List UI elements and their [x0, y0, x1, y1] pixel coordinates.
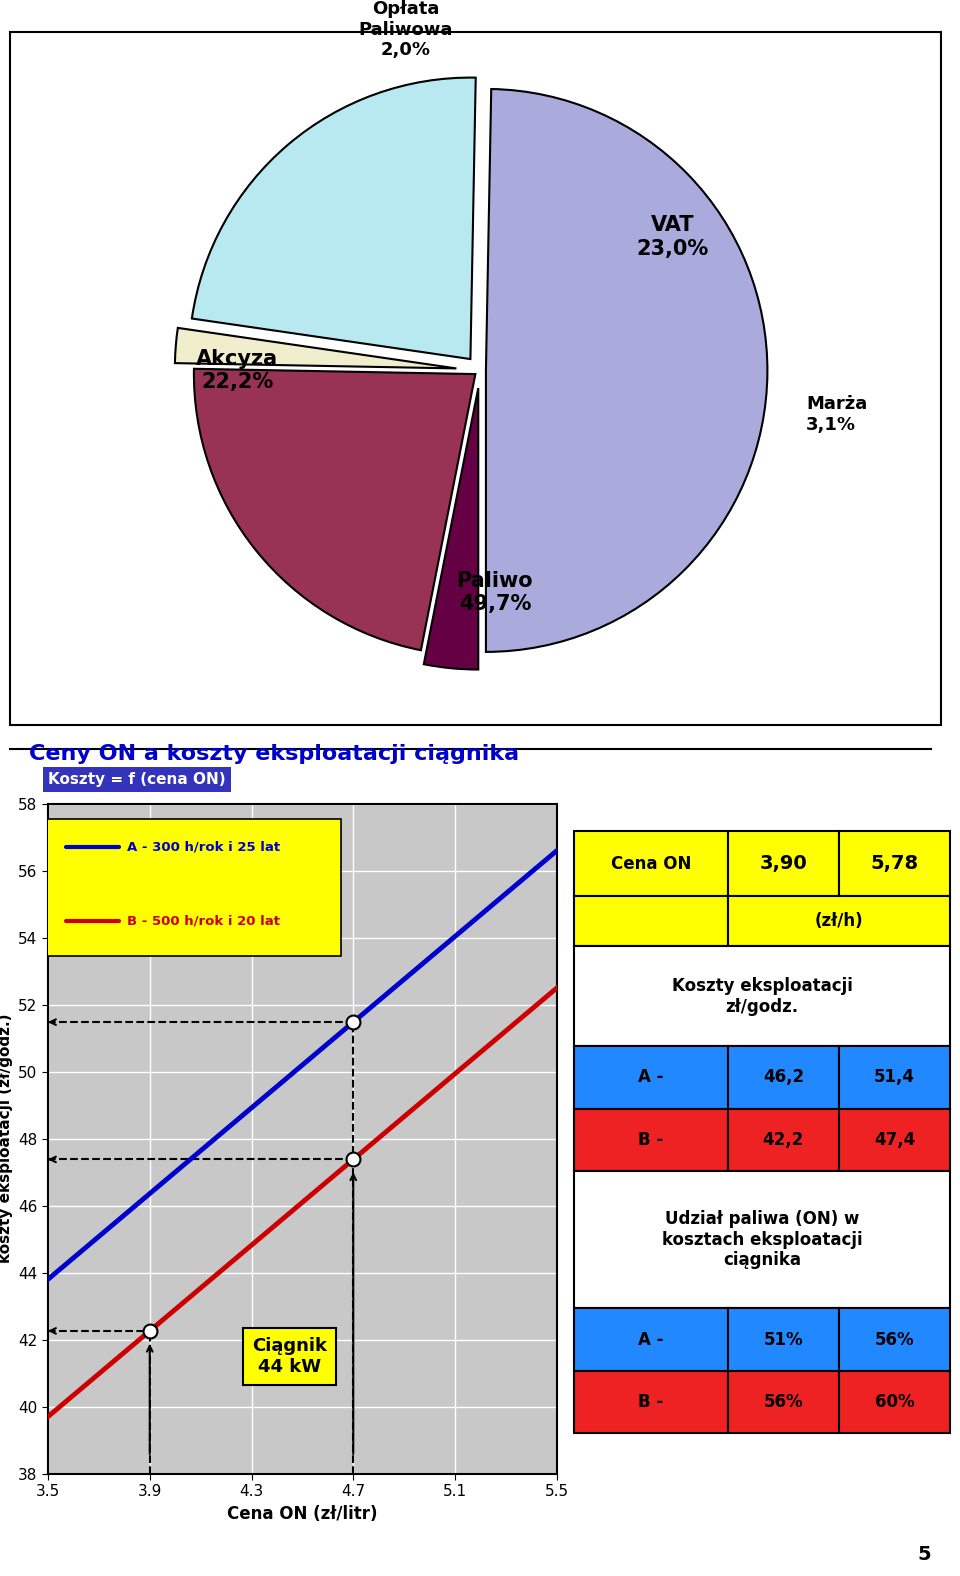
Text: Paliwo
49,7%: Paliwo 49,7%: [457, 571, 533, 615]
Text: Ciągnik
44 kW: Ciągnik 44 kW: [252, 1336, 327, 1376]
Text: 56%: 56%: [763, 1393, 804, 1411]
FancyBboxPatch shape: [574, 1046, 728, 1108]
Text: Koszty = f (cena ON): Koszty = f (cena ON): [48, 772, 226, 786]
FancyBboxPatch shape: [574, 1171, 950, 1308]
FancyBboxPatch shape: [728, 897, 950, 946]
FancyBboxPatch shape: [839, 1371, 950, 1433]
Wedge shape: [175, 328, 456, 369]
FancyBboxPatch shape: [839, 1046, 950, 1108]
Wedge shape: [486, 88, 767, 652]
Text: 56%: 56%: [875, 1330, 915, 1349]
Text: 3,90: 3,90: [759, 854, 807, 873]
Text: A - 300 h/rok i 25 lat: A - 300 h/rok i 25 lat: [127, 842, 280, 854]
Text: A -: A -: [638, 1330, 663, 1349]
FancyBboxPatch shape: [574, 1308, 728, 1371]
Text: 51%: 51%: [763, 1330, 804, 1349]
Text: Cena ON: Cena ON: [611, 854, 691, 873]
Text: 46,2: 46,2: [763, 1069, 804, 1086]
Text: Udział paliwa (ON) w
kosztach eksploatacji
ciągnika: Udział paliwa (ON) w kosztach eksploatac…: [662, 1210, 862, 1269]
Text: Akcyza
22,2%: Akcyza 22,2%: [196, 348, 278, 392]
Text: B - 500 h/rok i 20 lat: B - 500 h/rok i 20 lat: [127, 914, 280, 927]
Text: B -: B -: [638, 1393, 663, 1411]
Text: 42,2: 42,2: [763, 1132, 804, 1149]
FancyBboxPatch shape: [839, 831, 950, 897]
Wedge shape: [423, 388, 478, 670]
Text: A -: A -: [638, 1069, 663, 1086]
FancyBboxPatch shape: [574, 831, 728, 897]
Y-axis label: koszty eksploatacji (zł/godz.): koszty eksploatacji (zł/godz.): [0, 1013, 12, 1264]
Text: 60%: 60%: [875, 1393, 915, 1411]
FancyBboxPatch shape: [728, 1108, 839, 1171]
FancyBboxPatch shape: [728, 1371, 839, 1433]
Wedge shape: [192, 77, 476, 359]
Text: 47,4: 47,4: [875, 1132, 915, 1149]
FancyBboxPatch shape: [40, 820, 341, 957]
Wedge shape: [194, 369, 475, 651]
Text: 5,78: 5,78: [871, 854, 919, 873]
FancyBboxPatch shape: [574, 897, 728, 946]
Text: VAT
23,0%: VAT 23,0%: [636, 216, 708, 258]
X-axis label: Cena ON (zł/litr): Cena ON (zł/litr): [228, 1505, 377, 1522]
FancyBboxPatch shape: [728, 831, 839, 897]
Text: 51,4: 51,4: [875, 1069, 915, 1086]
FancyBboxPatch shape: [839, 1308, 950, 1371]
Text: Koszty eksploatacji
zł/godz.: Koszty eksploatacji zł/godz.: [672, 977, 852, 1015]
FancyBboxPatch shape: [574, 946, 950, 1046]
FancyBboxPatch shape: [574, 1371, 728, 1433]
FancyBboxPatch shape: [574, 1108, 728, 1171]
Text: (zł/h): (zł/h): [815, 913, 863, 930]
Text: Ceny ON a koszty eksploatacji ciągnika: Ceny ON a koszty eksploatacji ciągnika: [29, 744, 519, 764]
FancyBboxPatch shape: [839, 1108, 950, 1171]
Text: B -: B -: [638, 1132, 663, 1149]
Text: 5: 5: [918, 1544, 931, 1565]
Text: Marża
3,1%: Marża 3,1%: [805, 396, 867, 435]
FancyBboxPatch shape: [728, 1046, 839, 1108]
FancyBboxPatch shape: [728, 1308, 839, 1371]
Text: Opłata
Paliwowa
2,0%: Opłata Paliwowa 2,0%: [359, 0, 453, 60]
